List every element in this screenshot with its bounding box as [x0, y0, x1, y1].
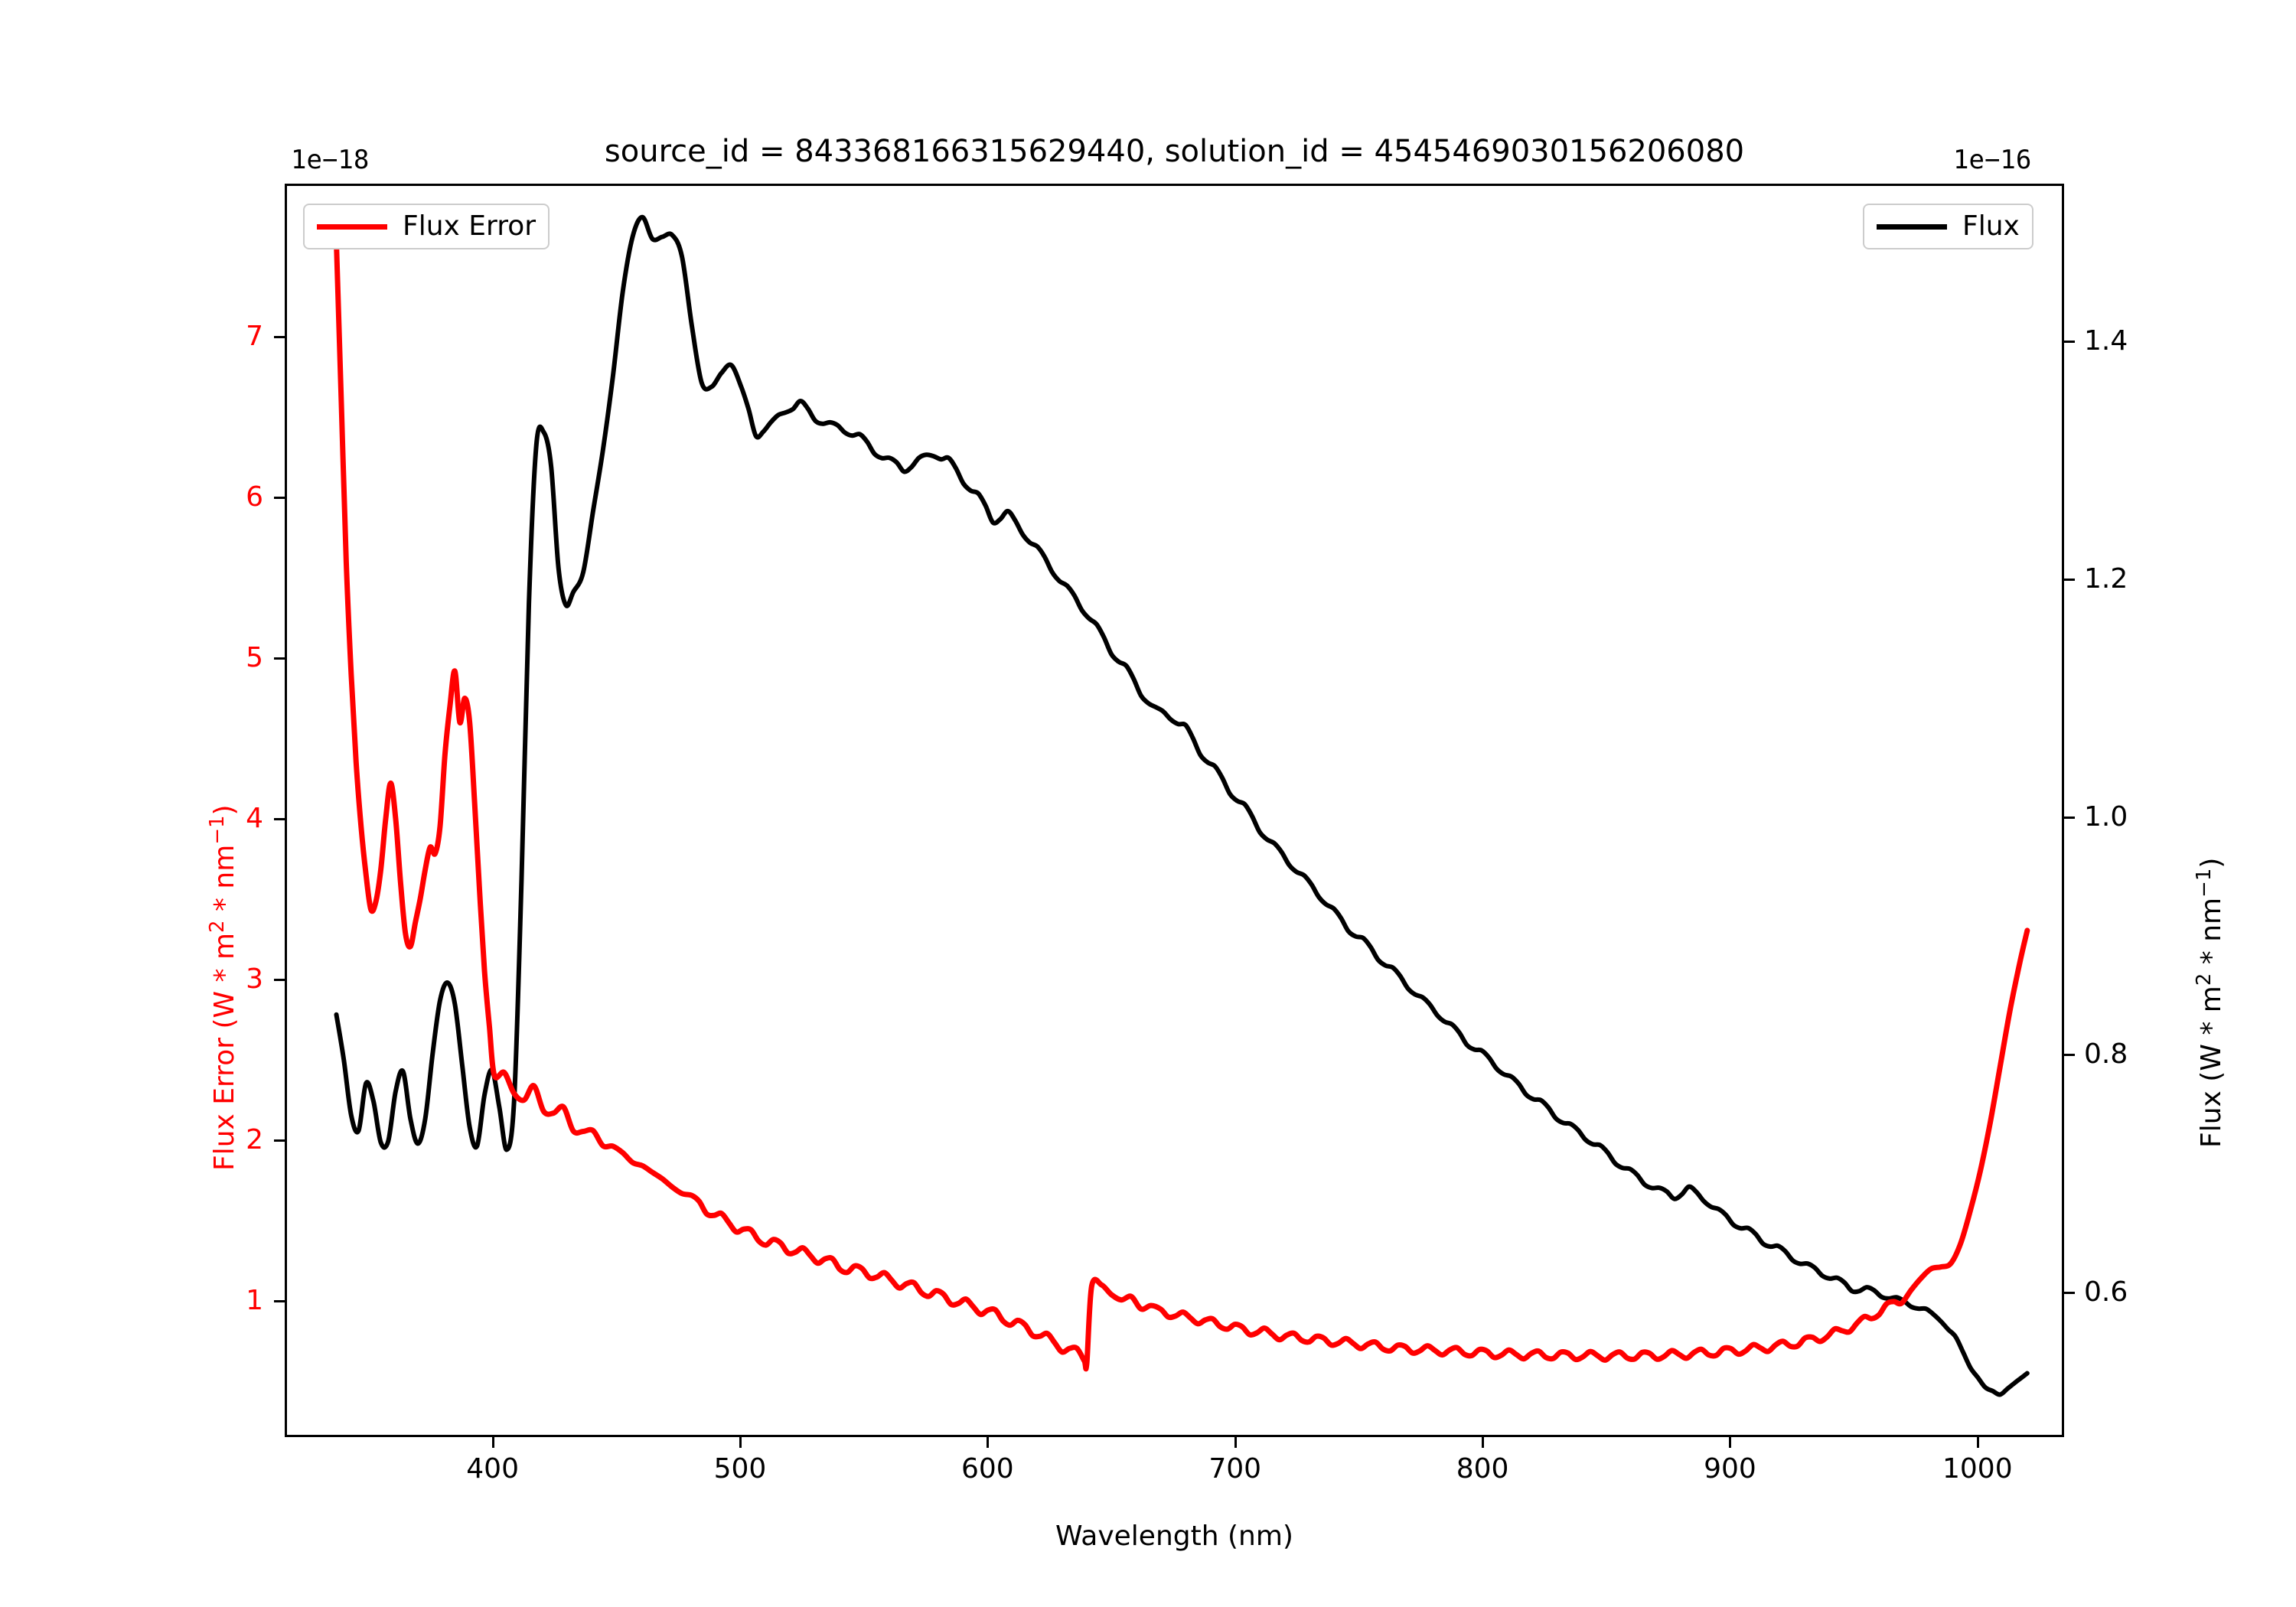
x-tick-mark: [1729, 1437, 1732, 1448]
right-y-tick-label: 0.8: [2084, 1038, 2128, 1071]
legend-label-flux: Flux: [1962, 210, 2020, 242]
right-y-tick-label: 1.4: [2084, 325, 2128, 357]
x-tick-label: 600: [960, 1453, 1014, 1485]
right-y-tick-label: 0.6: [2084, 1276, 2128, 1308]
plot-svg: [287, 186, 2062, 1435]
right-y-axis-title-sup-2: 2: [2193, 973, 2216, 986]
left-y-tick-mark: [274, 657, 285, 660]
left-y-tick-label: 2: [246, 1123, 263, 1156]
x-tick-label: 800: [1456, 1453, 1509, 1485]
right-y-tick-mark: [2064, 1054, 2075, 1057]
plot-area: [285, 184, 2064, 1437]
page-title: source_id = 843368166315629440, solution…: [604, 134, 1745, 169]
left-y-tick-label: 6: [246, 481, 263, 513]
x-tick-label: 700: [1208, 1453, 1262, 1485]
x-tick-mark: [1976, 1437, 1979, 1448]
right-y-tick-mark: [2064, 816, 2075, 819]
right-y-axis-title-pre: Flux (W * m: [2196, 986, 2227, 1148]
left-axis-offset-label: 1e−18: [291, 145, 370, 175]
flux-error-line: [337, 242, 2027, 1369]
right-y-tick-mark: [2064, 1291, 2075, 1294]
left-y-axis-title-mid: * nm: [209, 844, 240, 921]
x-tick-mark: [739, 1437, 742, 1448]
right-y-tick-label: 1.0: [2084, 800, 2128, 833]
legend-flux[interactable]: Flux: [1863, 204, 2033, 249]
left-y-tick-mark: [274, 1299, 285, 1302]
legend-flux-error[interactable]: Flux Error: [303, 204, 550, 249]
flux-line: [337, 217, 2027, 1395]
left-y-tick-label: 1: [246, 1284, 263, 1316]
right-y-axis-title: Flux (W * m2 * nm−1): [2193, 857, 2227, 1148]
legend-line-flux-error-icon: [317, 223, 387, 230]
right-y-tick-mark: [2064, 341, 2075, 344]
left-y-tick-mark: [274, 1139, 285, 1142]
right-y-tick-mark: [2064, 579, 2075, 582]
x-tick-label: 1000: [1942, 1453, 2013, 1485]
right-y-tick-label: 1.2: [2084, 563, 2128, 595]
x-tick-mark: [987, 1437, 990, 1448]
x-tick-label: 900: [1704, 1453, 1756, 1485]
left-y-tick-mark: [274, 978, 285, 981]
right-y-axis-title-post: ): [2196, 857, 2227, 869]
legend-line-flux-icon: [1877, 223, 1947, 230]
right-y-axis-title-mid: * nm: [2196, 897, 2227, 973]
legend-label-flux-error: Flux Error: [403, 210, 536, 242]
left-y-tick-label: 3: [246, 963, 263, 995]
x-tick-mark: [491, 1437, 494, 1448]
x-axis-title: Wavelength (nm): [1055, 1521, 1293, 1552]
x-tick-label: 400: [466, 1453, 519, 1485]
left-y-tick-label: 5: [246, 641, 263, 673]
left-y-tick-mark: [274, 817, 285, 820]
x-tick-mark: [1234, 1437, 1237, 1448]
left-y-axis-title-sup-2: 2: [206, 920, 229, 933]
right-axis-offset-label: 1e−16: [1953, 145, 2032, 175]
left-y-tick-label: 4: [246, 802, 263, 834]
left-y-tick-label: 7: [246, 320, 263, 352]
right-y-axis-title-sup-minus1: −1: [2193, 868, 2216, 898]
x-tick-mark: [1482, 1437, 1485, 1448]
left-y-tick-mark: [274, 335, 285, 338]
left-y-tick-mark: [274, 496, 285, 499]
x-tick-label: 500: [713, 1453, 767, 1485]
